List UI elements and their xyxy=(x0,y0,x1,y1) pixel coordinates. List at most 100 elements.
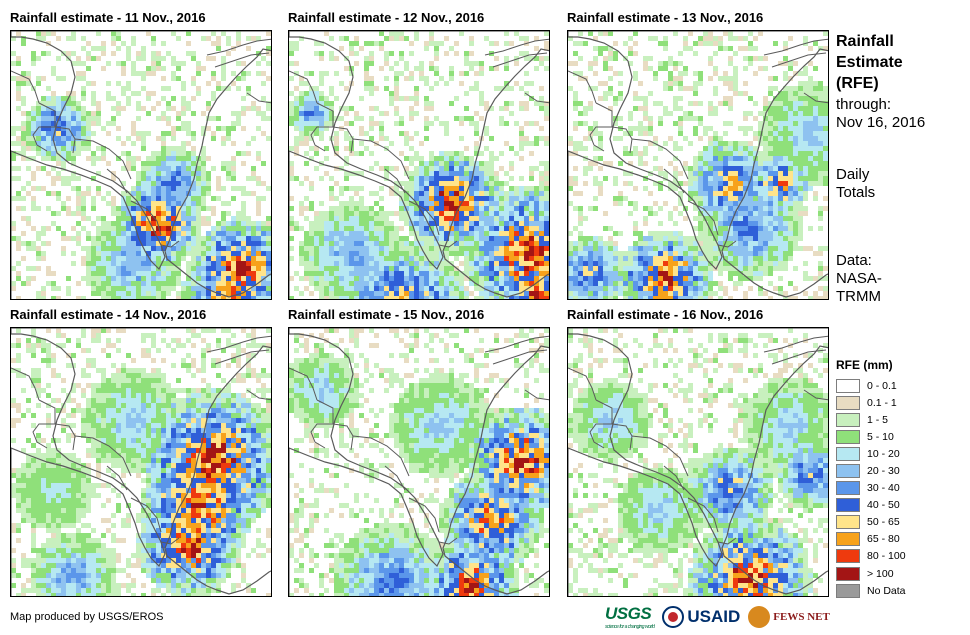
panel-title: Rainfall estimate - 14 Nov., 2016 xyxy=(10,307,207,322)
rainfall-cells xyxy=(11,328,271,596)
rainfall-cells xyxy=(568,328,828,596)
source-line: NASA- xyxy=(836,270,882,287)
country-border xyxy=(384,465,406,491)
legend-swatch xyxy=(836,566,860,581)
country-border xyxy=(106,168,128,194)
country-border xyxy=(568,367,597,401)
country-border xyxy=(717,537,737,545)
legend-label: 80 - 100 xyxy=(867,550,906,563)
country-border xyxy=(595,102,633,154)
usaid-logo: USAID xyxy=(662,606,740,628)
rainfall-map xyxy=(288,327,550,597)
legend-swatch xyxy=(836,498,860,513)
partner-logos: USGS science for a changing world USAID … xyxy=(605,603,838,631)
panel-title: Rainfall estimate - 11 Nov., 2016 xyxy=(10,10,206,25)
legend-swatch xyxy=(836,412,860,427)
country-border xyxy=(246,92,271,104)
country-border xyxy=(206,38,271,56)
period-line: Daily xyxy=(836,166,870,183)
legend-item: 50 - 65 xyxy=(836,514,966,531)
coastline xyxy=(11,31,271,299)
coastline xyxy=(568,328,828,596)
title-line: Estimate xyxy=(836,54,903,71)
through-date-block: through: Nov 16, 2016 xyxy=(836,96,925,132)
rainfall-cells xyxy=(289,328,549,596)
legend-label: 0 - 0.1 xyxy=(867,379,897,392)
country-border xyxy=(524,389,549,401)
rainfall-raster xyxy=(289,328,549,596)
legend-swatch xyxy=(836,481,860,496)
panel-title: Rainfall estimate - 16 Nov., 2016 xyxy=(567,307,764,322)
rainfall-map xyxy=(10,327,272,597)
legend-swatch xyxy=(836,549,860,564)
country-border xyxy=(438,240,458,248)
coastline xyxy=(289,328,549,596)
rainfall-raster xyxy=(568,31,828,299)
rainfall-cells xyxy=(289,31,549,299)
country-border xyxy=(130,200,162,236)
source-line: Data: xyxy=(836,252,872,269)
legend-swatch xyxy=(836,446,860,461)
country-border xyxy=(74,435,132,477)
country-border xyxy=(524,92,549,104)
legend-label: 1 - 5 xyxy=(867,413,889,426)
country-border xyxy=(763,335,828,353)
country-border xyxy=(384,168,406,194)
legend-item: 40 - 50 xyxy=(836,497,966,514)
country-border xyxy=(408,497,440,533)
country-border xyxy=(595,399,633,451)
country-border xyxy=(310,126,333,152)
legend-swatch xyxy=(836,515,860,530)
country-border xyxy=(484,335,549,353)
legend-swatch xyxy=(836,464,860,479)
usgs-wordmark: USGS xyxy=(605,604,652,623)
product-title: Rainfall Estimate (RFE) xyxy=(836,31,903,94)
usaid-seal-icon xyxy=(662,606,685,628)
country-border xyxy=(408,200,440,236)
country-border xyxy=(38,399,76,451)
coastline xyxy=(11,328,271,596)
legend-item: 65 - 80 xyxy=(836,531,966,548)
legend-label: 65 - 80 xyxy=(867,533,900,546)
country-border xyxy=(803,92,828,104)
legend-swatch xyxy=(836,429,860,444)
country-border xyxy=(310,423,333,449)
country-border xyxy=(160,240,180,248)
through-label: through: xyxy=(836,96,892,113)
country-border xyxy=(316,399,354,451)
legend-label: 10 - 20 xyxy=(867,447,900,460)
rainfall-raster xyxy=(568,328,828,596)
country-border xyxy=(803,389,828,401)
country-border xyxy=(11,70,40,104)
legend-item: No Data xyxy=(836,582,966,599)
country-border xyxy=(74,138,132,180)
credit-text: Map produced by USGS/EROS xyxy=(10,611,164,623)
country-border xyxy=(717,240,737,248)
country-border xyxy=(568,70,597,104)
country-border xyxy=(484,38,549,56)
rainfall-raster xyxy=(11,31,271,299)
period-line: Totals xyxy=(836,184,876,201)
country-border xyxy=(11,367,40,401)
legend-swatch xyxy=(836,532,860,547)
country-border xyxy=(130,497,162,533)
rainfall-cells xyxy=(11,31,271,299)
legend-label: No Data xyxy=(867,584,906,597)
legend-item: 30 - 40 xyxy=(836,480,966,497)
legend-label: 30 - 40 xyxy=(867,482,900,495)
period-block: Daily Totals xyxy=(836,166,875,202)
title-line: Rainfall xyxy=(836,33,894,50)
legend-label: 50 - 65 xyxy=(867,516,900,529)
country-border xyxy=(492,349,548,365)
fews-net-logo: FEWS NET xyxy=(748,606,830,628)
rainfall-map xyxy=(567,30,829,300)
panel-title: Rainfall estimate - 13 Nov., 2016 xyxy=(567,10,764,25)
fews-net-wordmark: FEWS NET xyxy=(773,611,830,623)
rainfall-map xyxy=(288,30,550,300)
rainfall-map xyxy=(567,327,829,597)
source-line: TRMM xyxy=(836,288,881,305)
usgs-logo: USGS science for a changing world xyxy=(605,604,655,630)
country-border xyxy=(771,349,827,365)
country-border xyxy=(316,102,354,154)
fews-net-emblem-icon xyxy=(748,606,771,628)
